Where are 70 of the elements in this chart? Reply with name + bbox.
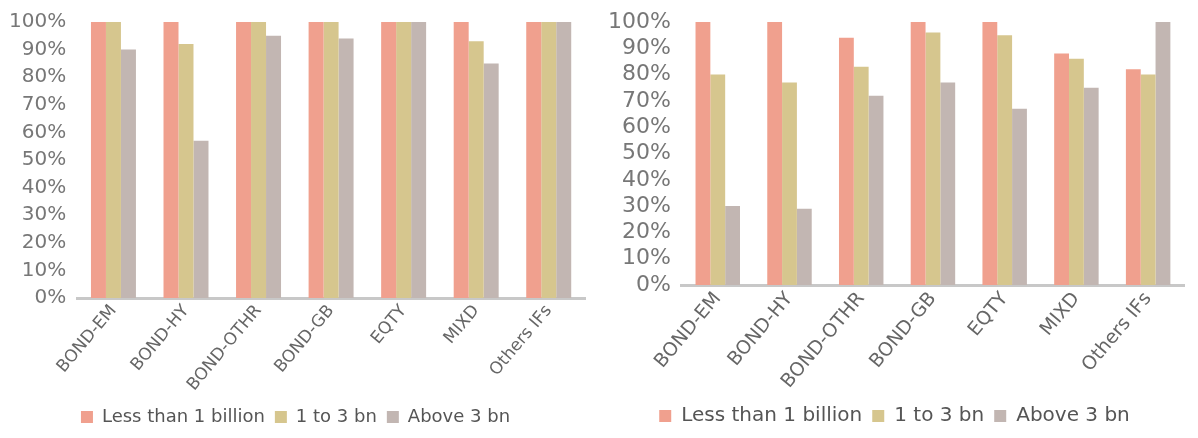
- bar: [411, 22, 427, 299]
- y-tick-label: 50%: [21, 146, 67, 171]
- y-tick-label: 100%: [607, 7, 671, 33]
- bar: [556, 22, 572, 299]
- bar: [526, 22, 542, 299]
- legend-label: Less than 1 billion: [101, 404, 265, 426]
- bar: [381, 22, 397, 299]
- bar: [838, 37, 854, 285]
- bar: [767, 22, 783, 285]
- y-tick-label: 10%: [621, 244, 671, 270]
- bar: [997, 35, 1013, 285]
- bar: [1083, 87, 1099, 285]
- bar: [1155, 22, 1171, 285]
- y-tick-label: 60%: [621, 112, 671, 138]
- bar: [323, 22, 339, 299]
- y-tick-label: 0%: [635, 270, 671, 296]
- legend-label: Above 3 bn: [407, 404, 511, 426]
- y-tick-label: 90%: [21, 35, 67, 60]
- bar: [796, 208, 812, 285]
- bar: [266, 35, 282, 299]
- y-tick-label: 70%: [21, 91, 67, 116]
- y-tick-label: 10%: [21, 256, 67, 281]
- bar: [163, 22, 179, 299]
- bar: [1054, 53, 1069, 285]
- bar: [725, 206, 740, 285]
- bar: [251, 22, 267, 299]
- bar: [90, 22, 106, 299]
- legend-label: Less than 1 billion: [681, 402, 863, 427]
- bar: [940, 82, 956, 285]
- y-tick-label: 40%: [21, 173, 67, 198]
- bar: [468, 41, 484, 299]
- y-tick-label: 20%: [21, 229, 67, 254]
- bar: [695, 22, 711, 285]
- bar: [1125, 69, 1141, 285]
- y-tick-label: 20%: [621, 218, 671, 244]
- y-tick-label: 30%: [621, 191, 671, 217]
- y-tick-label: 80%: [21, 63, 67, 88]
- legend-label: Above 3 bn: [1016, 402, 1130, 427]
- y-tick-label: 40%: [621, 165, 671, 191]
- bar: [925, 32, 941, 285]
- y-tick-label: 60%: [21, 118, 67, 143]
- y-tick-label: 0%: [34, 284, 67, 309]
- bar: [710, 74, 726, 285]
- bar: [308, 22, 324, 299]
- bar: [1140, 74, 1156, 285]
- bar: [1068, 58, 1084, 285]
- bar: [853, 66, 869, 285]
- y-tick-label: 70%: [621, 86, 671, 112]
- bar: [396, 22, 412, 299]
- bar: [338, 38, 354, 299]
- y-tick-label: 90%: [621, 34, 671, 60]
- bar: [1012, 108, 1027, 285]
- bar: [120, 49, 136, 299]
- bar: [193, 140, 209, 299]
- legend-label: 1 to 3 bn: [295, 404, 377, 426]
- bar: [910, 22, 926, 285]
- bar: [483, 63, 499, 299]
- bar: [868, 95, 884, 285]
- y-tick-label: 80%: [621, 60, 671, 86]
- bar: [105, 22, 121, 299]
- bar: [178, 44, 194, 299]
- bar: [453, 22, 469, 299]
- bar: [782, 82, 797, 285]
- y-tick-label: 50%: [621, 139, 671, 165]
- y-tick-label: 100%: [8, 8, 67, 33]
- y-tick-label: 30%: [21, 201, 67, 226]
- bar: [236, 22, 252, 299]
- bar: [541, 22, 557, 299]
- bar: [982, 22, 998, 285]
- legend-label: 1 to 3 bn: [894, 402, 985, 427]
